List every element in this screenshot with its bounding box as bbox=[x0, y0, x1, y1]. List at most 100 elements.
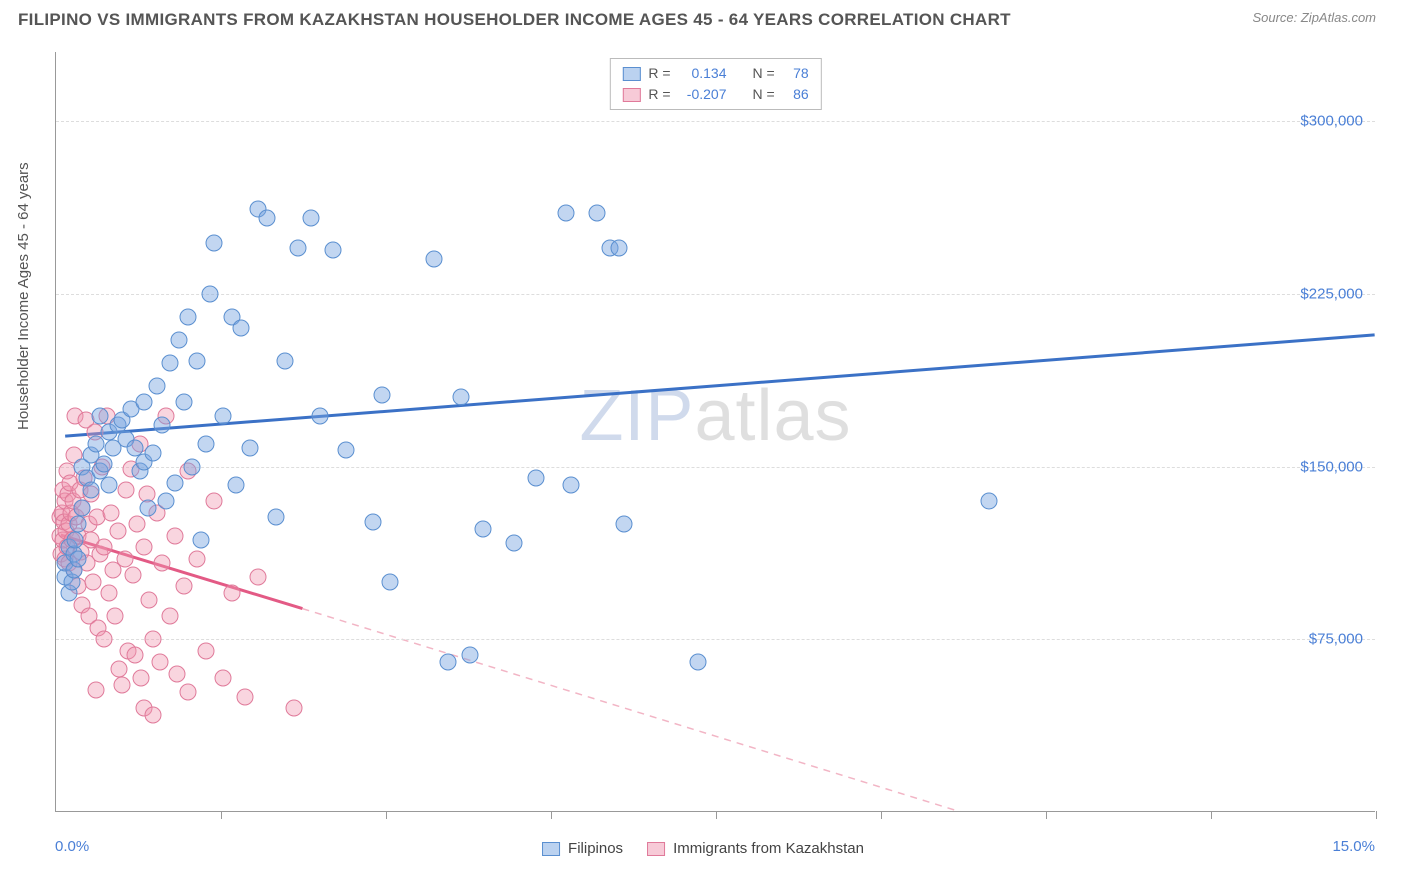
scatter-point-blue bbox=[364, 513, 381, 530]
scatter-point-blue bbox=[562, 476, 579, 493]
scatter-point-blue bbox=[382, 573, 399, 590]
scatter-point-blue bbox=[439, 654, 456, 671]
r-label: R = bbox=[648, 63, 670, 84]
scatter-point-blue bbox=[325, 242, 342, 259]
scatter-point-blue bbox=[171, 331, 188, 348]
scatter-point-blue bbox=[373, 387, 390, 404]
trendline-blue bbox=[65, 335, 1374, 436]
legend-label: Filipinos bbox=[568, 840, 623, 857]
y-tick-label: $300,000 bbox=[1300, 113, 1363, 130]
source-label: Source: ZipAtlas.com bbox=[1252, 10, 1376, 25]
scatter-point-blue bbox=[215, 407, 232, 424]
scatter-point-pink bbox=[102, 504, 119, 521]
scatter-point-blue bbox=[162, 354, 179, 371]
legend-stat-row: R = 0.134 N = 78 bbox=[622, 63, 808, 84]
scatter-point-blue bbox=[96, 456, 113, 473]
scatter-point-blue bbox=[268, 509, 285, 526]
scatter-point-blue bbox=[206, 235, 223, 252]
scatter-point-blue bbox=[153, 417, 170, 434]
scatter-point-pink bbox=[166, 527, 183, 544]
scatter-point-pink bbox=[106, 608, 123, 625]
y-axis-label: Householder Income Ages 45 - 64 years bbox=[15, 162, 32, 430]
legend-series: Filipinos Immigrants from Kazakhstan bbox=[542, 840, 864, 857]
legend-item-pink: Immigrants from Kazakhstan bbox=[647, 840, 864, 857]
gridline-horizontal bbox=[56, 294, 1375, 295]
scatter-point-pink bbox=[127, 647, 144, 664]
scatter-point-pink bbox=[114, 677, 131, 694]
scatter-point-pink bbox=[169, 665, 186, 682]
scatter-point-blue bbox=[259, 209, 276, 226]
scatter-point-blue bbox=[70, 550, 87, 567]
scatter-point-pink bbox=[100, 585, 117, 602]
legend-swatch-blue bbox=[542, 842, 560, 856]
scatter-point-pink bbox=[96, 539, 113, 556]
scatter-point-pink bbox=[151, 654, 168, 671]
scatter-point-blue bbox=[140, 500, 157, 517]
y-tick-label: $150,000 bbox=[1300, 458, 1363, 475]
scatter-point-pink bbox=[197, 642, 214, 659]
scatter-point-blue bbox=[188, 352, 205, 369]
x-tick bbox=[386, 811, 387, 819]
chart-plot-area: ZIPatlas R =0.134N =78R =-0.207N =86 $75… bbox=[55, 52, 1375, 812]
scatter-point-pink bbox=[136, 539, 153, 556]
scatter-point-blue bbox=[92, 407, 109, 424]
scatter-point-pink bbox=[116, 550, 133, 567]
x-tick bbox=[551, 811, 552, 819]
scatter-point-pink bbox=[250, 569, 267, 586]
scatter-point-blue bbox=[202, 285, 219, 302]
legend-swatch-pink bbox=[622, 88, 640, 102]
scatter-point-blue bbox=[290, 239, 307, 256]
n-value: 78 bbox=[783, 63, 809, 84]
legend-correlation-box: R =0.134N =78R =-0.207N =86 bbox=[609, 58, 821, 110]
scatter-point-pink bbox=[118, 481, 135, 498]
gridline-horizontal bbox=[56, 467, 1375, 468]
scatter-point-pink bbox=[111, 661, 128, 678]
scatter-point-blue bbox=[67, 532, 84, 549]
scatter-point-blue bbox=[558, 205, 575, 222]
trend-lines-layer bbox=[56, 52, 1375, 811]
legend-item-blue: Filipinos bbox=[542, 840, 623, 857]
scatter-point-pink bbox=[206, 493, 223, 510]
scatter-point-blue bbox=[338, 442, 355, 459]
scatter-point-pink bbox=[133, 670, 150, 687]
scatter-point-blue bbox=[70, 516, 87, 533]
scatter-point-pink bbox=[144, 631, 161, 648]
n-label: N = bbox=[753, 63, 775, 84]
scatter-point-blue bbox=[474, 520, 491, 537]
scatter-point-blue bbox=[175, 394, 192, 411]
scatter-point-blue bbox=[193, 532, 210, 549]
scatter-point-blue bbox=[312, 407, 329, 424]
scatter-point-blue bbox=[611, 239, 628, 256]
x-axis-min-label: 0.0% bbox=[55, 838, 89, 855]
r-value: 0.134 bbox=[679, 63, 727, 84]
scatter-point-blue bbox=[241, 440, 258, 457]
watermark: ZIPatlas bbox=[579, 375, 851, 457]
scatter-point-pink bbox=[84, 573, 101, 590]
x-tick bbox=[716, 811, 717, 819]
y-tick-label: $225,000 bbox=[1300, 285, 1363, 302]
scatter-point-pink bbox=[237, 688, 254, 705]
scatter-point-pink bbox=[175, 578, 192, 595]
scatter-point-pink bbox=[125, 566, 142, 583]
scatter-point-pink bbox=[285, 700, 302, 717]
gridline-horizontal bbox=[56, 121, 1375, 122]
scatter-point-blue bbox=[232, 320, 249, 337]
scatter-point-blue bbox=[615, 516, 632, 533]
scatter-point-pink bbox=[109, 523, 126, 540]
scatter-point-pink bbox=[153, 555, 170, 572]
scatter-point-blue bbox=[180, 308, 197, 325]
scatter-point-blue bbox=[100, 476, 117, 493]
chart-title: FILIPINO VS IMMIGRANTS FROM KAZAKHSTAN H… bbox=[18, 10, 1011, 30]
scatter-point-blue bbox=[144, 444, 161, 461]
scatter-point-pink bbox=[224, 585, 241, 602]
scatter-point-pink bbox=[87, 681, 104, 698]
scatter-point-pink bbox=[215, 670, 232, 687]
scatter-point-blue bbox=[589, 205, 606, 222]
scatter-point-pink bbox=[144, 707, 161, 724]
y-tick-label: $75,000 bbox=[1309, 631, 1363, 648]
scatter-point-blue bbox=[303, 209, 320, 226]
scatter-point-blue bbox=[136, 394, 153, 411]
r-value: -0.207 bbox=[679, 84, 727, 105]
scatter-point-blue bbox=[690, 654, 707, 671]
scatter-point-blue bbox=[149, 377, 166, 394]
